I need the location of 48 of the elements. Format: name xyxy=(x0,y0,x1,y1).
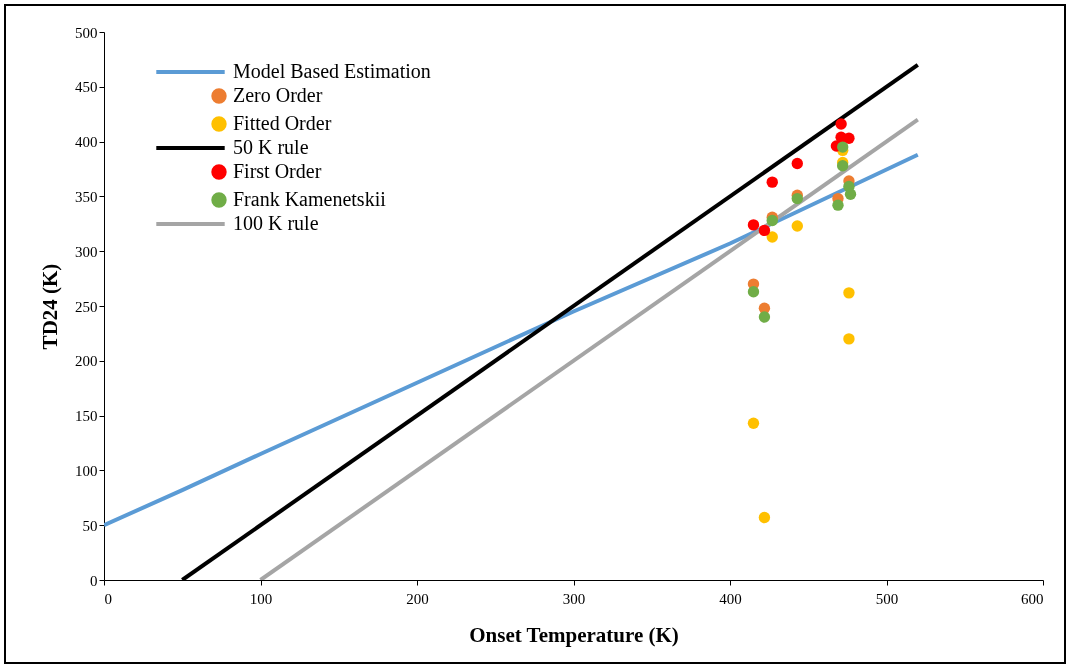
point xyxy=(758,224,771,237)
x-tick-label: 400 xyxy=(719,590,742,607)
point xyxy=(843,132,855,144)
x-axis-title: Onset Temperature (K) xyxy=(469,622,679,647)
legend-label: First Order xyxy=(233,160,322,182)
y-tick-label: 400 xyxy=(75,134,98,151)
x-tick-label: 0 xyxy=(104,590,112,607)
y-tick-label: 350 xyxy=(75,188,98,205)
point xyxy=(843,333,855,345)
point xyxy=(843,287,855,299)
y-tick-label: 250 xyxy=(75,298,98,315)
line-series xyxy=(104,152,920,528)
point xyxy=(758,311,771,323)
y-tick-label: 500 xyxy=(75,24,98,41)
point xyxy=(791,192,803,205)
y-axis-title: TD24 (K) xyxy=(38,263,62,350)
y-tick-label: 450 xyxy=(75,79,98,96)
legend-label: Zero Order xyxy=(233,84,323,106)
legend-label: 100 K rule xyxy=(233,212,319,234)
x-tick-label: 500 xyxy=(875,590,899,607)
legend-label: 50 K rule xyxy=(233,136,309,158)
legend-label: Frank Kamenetskii xyxy=(233,188,387,210)
x-tick-label: 200 xyxy=(406,590,429,607)
point xyxy=(747,219,760,231)
point xyxy=(747,286,760,298)
point xyxy=(832,199,844,211)
point xyxy=(758,511,771,524)
point xyxy=(836,160,849,172)
point xyxy=(835,118,847,130)
y-tick-label: 300 xyxy=(75,243,98,260)
point xyxy=(836,141,849,153)
point xyxy=(766,176,778,188)
y-tick-label: 100 xyxy=(75,462,98,479)
point xyxy=(747,417,760,429)
legend-label: Fitted Order xyxy=(233,112,332,134)
point xyxy=(766,214,778,227)
legend-label: Model Based Estimation xyxy=(233,60,431,82)
x-tick-label: 300 xyxy=(562,590,586,607)
y-tick-label: 150 xyxy=(75,408,98,425)
y-tick-label: 200 xyxy=(75,353,98,370)
point xyxy=(791,157,803,170)
y-tick-label: 0 xyxy=(90,572,98,589)
point xyxy=(766,231,778,243)
x-tick-label: 600 xyxy=(1021,590,1044,607)
point xyxy=(791,220,803,232)
point xyxy=(844,188,857,200)
x-tick-label: 100 xyxy=(249,590,273,607)
y-tick-label: 50 xyxy=(82,517,98,534)
